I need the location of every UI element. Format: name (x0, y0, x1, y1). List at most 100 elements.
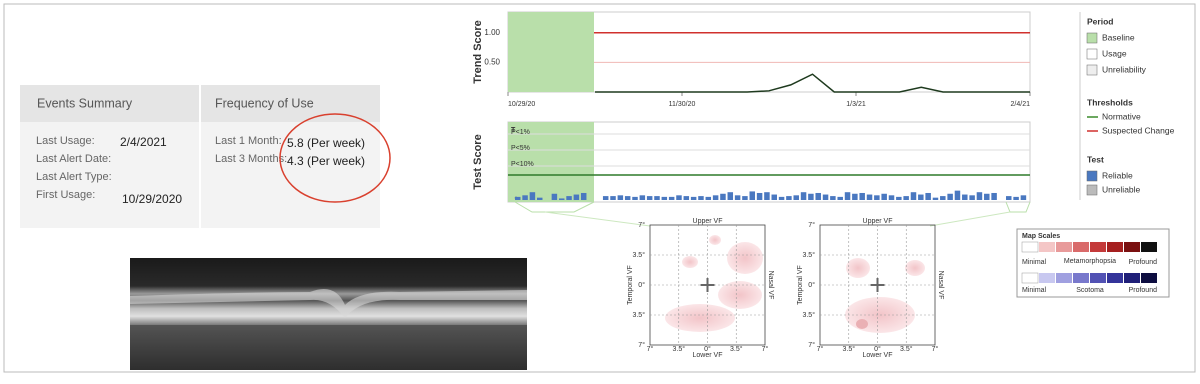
axis-label: Upper VF (863, 218, 893, 225)
fixation-cross (870, 278, 885, 292)
bar (991, 192, 997, 200)
y-tick-label: 1.00 (484, 28, 500, 37)
bar (668, 196, 675, 200)
legend-title: Period (1087, 16, 1113, 26)
bar (632, 196, 638, 200)
bar (551, 193, 558, 200)
map-tick-label: 3.5° (842, 345, 855, 353)
scale-label: Scotoma (1076, 287, 1104, 294)
bar (969, 195, 975, 200)
x-tick-label: 2/4/21 (1011, 101, 1031, 108)
baseline-area (508, 12, 594, 92)
bar (749, 191, 756, 200)
bar (617, 195, 624, 200)
bar (522, 195, 528, 200)
bar (661, 196, 668, 200)
map-tick-label: 7° (808, 341, 815, 349)
scale-swatches (1021, 241, 1157, 284)
map-tick-label: 3.5° (730, 345, 743, 353)
bar (676, 195, 682, 200)
bar (1013, 196, 1019, 200)
bar (786, 196, 792, 200)
highlight-circle (279, 113, 391, 203)
bar (515, 196, 521, 200)
legend-swatch (1086, 48, 1098, 60)
x-tick-label: 1/3/21 (846, 101, 866, 108)
oct-shadow (130, 325, 527, 370)
bar (639, 195, 646, 200)
bar (903, 196, 909, 200)
bar (654, 196, 660, 200)
row-value: 10/29/2020 (122, 192, 182, 206)
bracket (514, 201, 595, 213)
bar (536, 197, 543, 200)
legend-label: Unreliability (1102, 64, 1147, 74)
bar (808, 193, 814, 200)
bar (932, 197, 939, 200)
connector (929, 211, 1011, 227)
oct-image (130, 258, 527, 370)
axis-label: Lower VF (863, 352, 893, 359)
baseline-area (508, 122, 594, 202)
y-axis-title: Trend Score (472, 20, 484, 84)
legend-swatch (1086, 184, 1098, 196)
bar (881, 193, 887, 200)
bar (1006, 196, 1012, 200)
map-tick-label: 7° (762, 345, 769, 353)
bar (888, 195, 895, 200)
bar (712, 195, 719, 200)
legend-swatch (1086, 64, 1098, 76)
bar (580, 192, 587, 200)
bar (764, 192, 770, 200)
bar (1020, 195, 1027, 200)
legend-title: Test (1087, 154, 1104, 164)
bar (610, 196, 616, 200)
axis-label: Nasal VF (937, 271, 944, 300)
scale-label: Minimal (1022, 287, 1047, 294)
map-tick-label: 3.5° (672, 345, 685, 353)
map-tick-label: 7° (932, 345, 939, 353)
bar (778, 196, 785, 200)
axis-label: Lower VF (693, 352, 723, 359)
y-axis-title: Test Score (472, 134, 484, 189)
scale-label: Metamorphopsia (1064, 258, 1116, 265)
bar (852, 193, 858, 200)
row-value: 5.8 (Per week) (287, 136, 365, 150)
bar (954, 190, 961, 200)
frame (3, 3, 1196, 373)
scale-label: Profound (1129, 259, 1158, 266)
bar (720, 193, 726, 200)
bar (910, 192, 917, 200)
trend-frame (507, 11, 1031, 93)
bar (529, 192, 536, 200)
map-tick-label: 7° (647, 345, 654, 353)
row-label: First Usage: (36, 189, 95, 201)
map-tick-label: 0° (704, 345, 711, 353)
bar (830, 196, 836, 200)
map-tick-label: 7° (808, 221, 815, 229)
legend-label: Unreliable (1102, 184, 1141, 194)
legend-label: Normative (1102, 111, 1141, 121)
legend-title: Thresholds (1087, 97, 1133, 107)
bar (771, 194, 777, 200)
legend-swatch (1086, 32, 1098, 44)
map-tick-label: 3.5° (632, 311, 645, 319)
bar (742, 196, 748, 200)
axis-label: Upper VF (693, 218, 723, 225)
oct-layer (130, 288, 527, 318)
bar (962, 194, 968, 200)
bar (602, 196, 609, 200)
bar (800, 192, 807, 200)
bar (984, 193, 990, 200)
axis-label: Nasal VF (767, 271, 774, 300)
bar (624, 196, 631, 200)
y-tick-label: 0.50 (484, 57, 500, 66)
scale-box (1016, 228, 1170, 298)
marker: T (511, 127, 516, 134)
connector (544, 211, 651, 227)
legend: Period Baseline Usage Unreliability Thre… (1079, 12, 1175, 200)
fixation-cross (700, 278, 715, 292)
map-tick-label: 7° (638, 341, 645, 349)
